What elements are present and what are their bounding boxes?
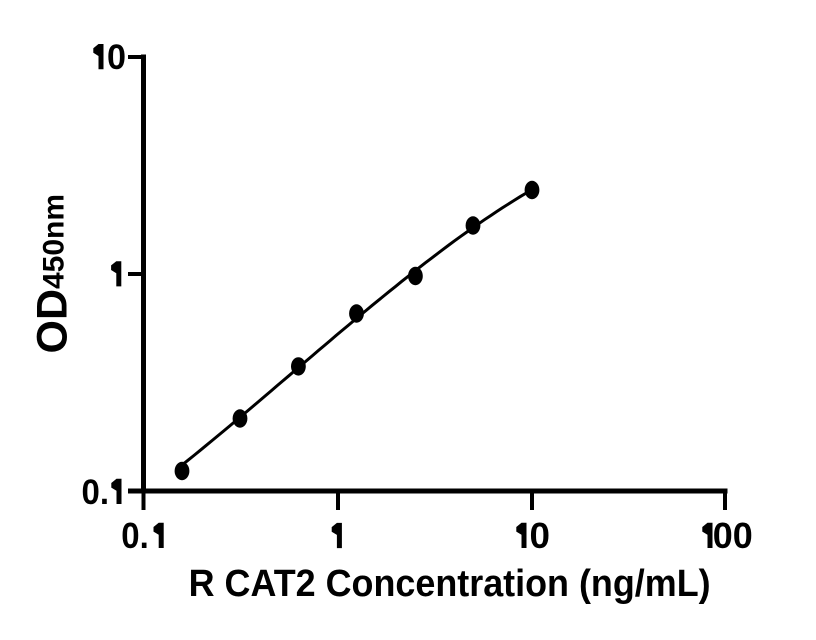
svg-text:0: 0 <box>107 38 126 77</box>
svg-text:0.: 0. <box>82 473 110 512</box>
svg-text:R CAT2 Concentration (ng/mL): R CAT2 Concentration (ng/mL) <box>189 563 711 605</box>
svg-text:00: 00 <box>713 515 753 556</box>
svg-text:0.: 0. <box>121 515 149 556</box>
svg-text:0: 0 <box>530 515 551 556</box>
